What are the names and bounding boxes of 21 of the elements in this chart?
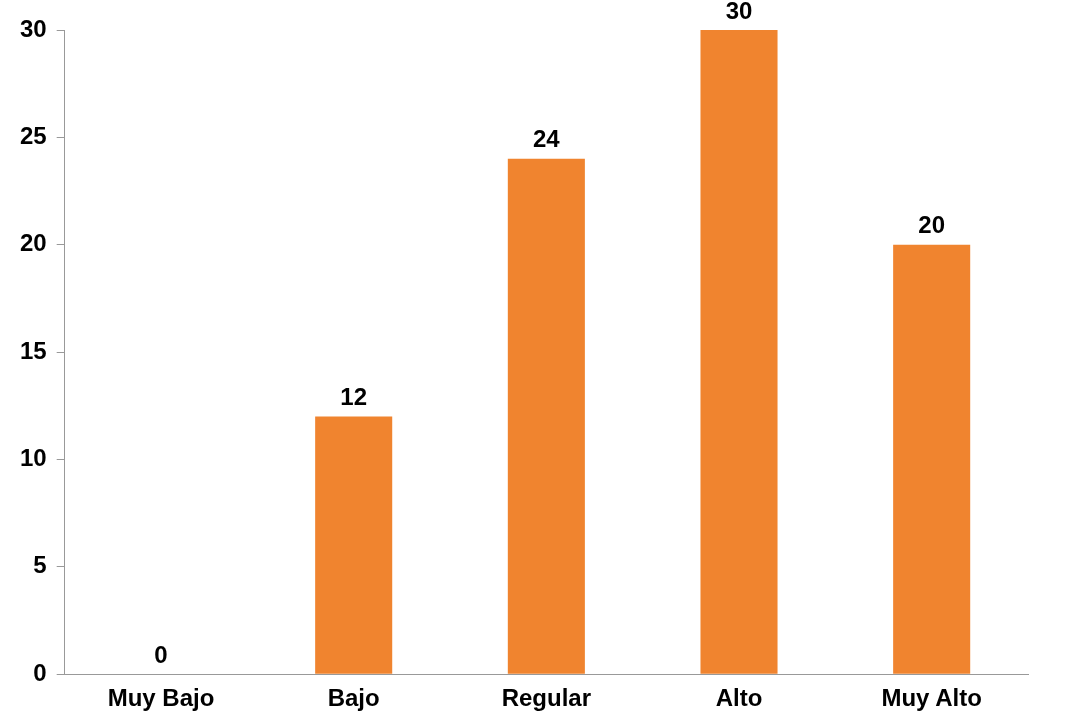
y-tick-label: 15 (19, 336, 47, 364)
x-tick-label: Bajo (327, 684, 380, 712)
y-tick-label: 5 (33, 551, 47, 579)
x-tick-label: Regular (501, 684, 592, 712)
bar (315, 416, 393, 674)
y-tick-label: 10 (19, 444, 47, 472)
y-tick-label: 0 (33, 658, 47, 686)
bar (700, 30, 778, 674)
data-label: 24 (533, 125, 561, 153)
data-label: 12 (340, 383, 368, 411)
bar (893, 244, 971, 674)
y-tick-label: 30 (19, 14, 47, 42)
bar (507, 158, 585, 674)
x-tick-label: Muy Alto (881, 684, 982, 712)
y-tick-label: 25 (19, 121, 47, 149)
x-tick-label: Alto (715, 684, 763, 712)
data-label: 30 (725, 0, 753, 24)
y-tick-label: 20 (19, 229, 47, 257)
data-label: 20 (918, 211, 946, 239)
data-label: 0 (154, 640, 168, 668)
x-tick-label: Muy Bajo (107, 684, 215, 712)
